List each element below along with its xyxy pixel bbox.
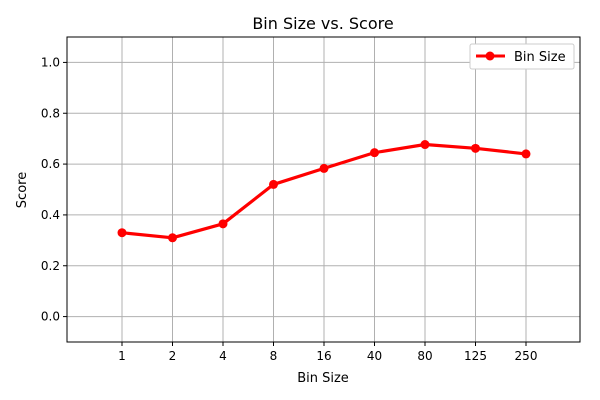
x-tick-label: 250 <box>515 349 538 363</box>
data-point <box>370 148 379 158</box>
legend: Bin Size <box>469 43 575 70</box>
data-point <box>269 179 278 189</box>
data-point <box>471 143 480 153</box>
x-axis-label: Bin Size <box>297 371 349 386</box>
x-tick-label: 1 <box>118 349 126 363</box>
x-tick-label: 2 <box>169 349 177 363</box>
y-axis-label: Score <box>15 172 30 208</box>
data-point <box>521 149 531 159</box>
data-point <box>117 228 127 238</box>
legend-box <box>469 43 575 70</box>
legend-marker-bin-size <box>485 51 495 61</box>
data-point <box>319 163 329 173</box>
x-axis-ticks: 1 2 4 8 16 40 80 125 250 <box>118 342 537 363</box>
grid <box>67 37 580 342</box>
plot-area-frame <box>66 36 581 343</box>
y-axis-ticks: 0.0 0.2 0.4 0.6 0.8 1.0 <box>41 55 67 324</box>
y-tick-label: 0.2 <box>41 259 60 273</box>
y-tick-label: 0.6 <box>41 157 60 171</box>
y-tick-label: 0.4 <box>41 208 60 222</box>
data-point <box>218 219 228 229</box>
y-tick-label: 0.8 <box>41 106 60 120</box>
x-tick-label: 4 <box>219 349 227 363</box>
x-tick-label: 16 <box>316 349 331 363</box>
x-tick-label: 40 <box>367 349 382 363</box>
y-tick-label: 0.0 <box>41 310 60 324</box>
x-tick-label: 80 <box>417 349 432 363</box>
chart-title: Bin Size vs. Score <box>252 14 393 33</box>
x-tick-label: 8 <box>270 349 278 363</box>
y-tick-label: 1.0 <box>41 55 60 69</box>
data-point <box>420 140 430 150</box>
legend-label-bin-size: Bin Size <box>514 50 566 65</box>
data-point <box>168 233 177 243</box>
x-tick-label: 125 <box>464 349 487 363</box>
series-layer <box>117 140 531 243</box>
